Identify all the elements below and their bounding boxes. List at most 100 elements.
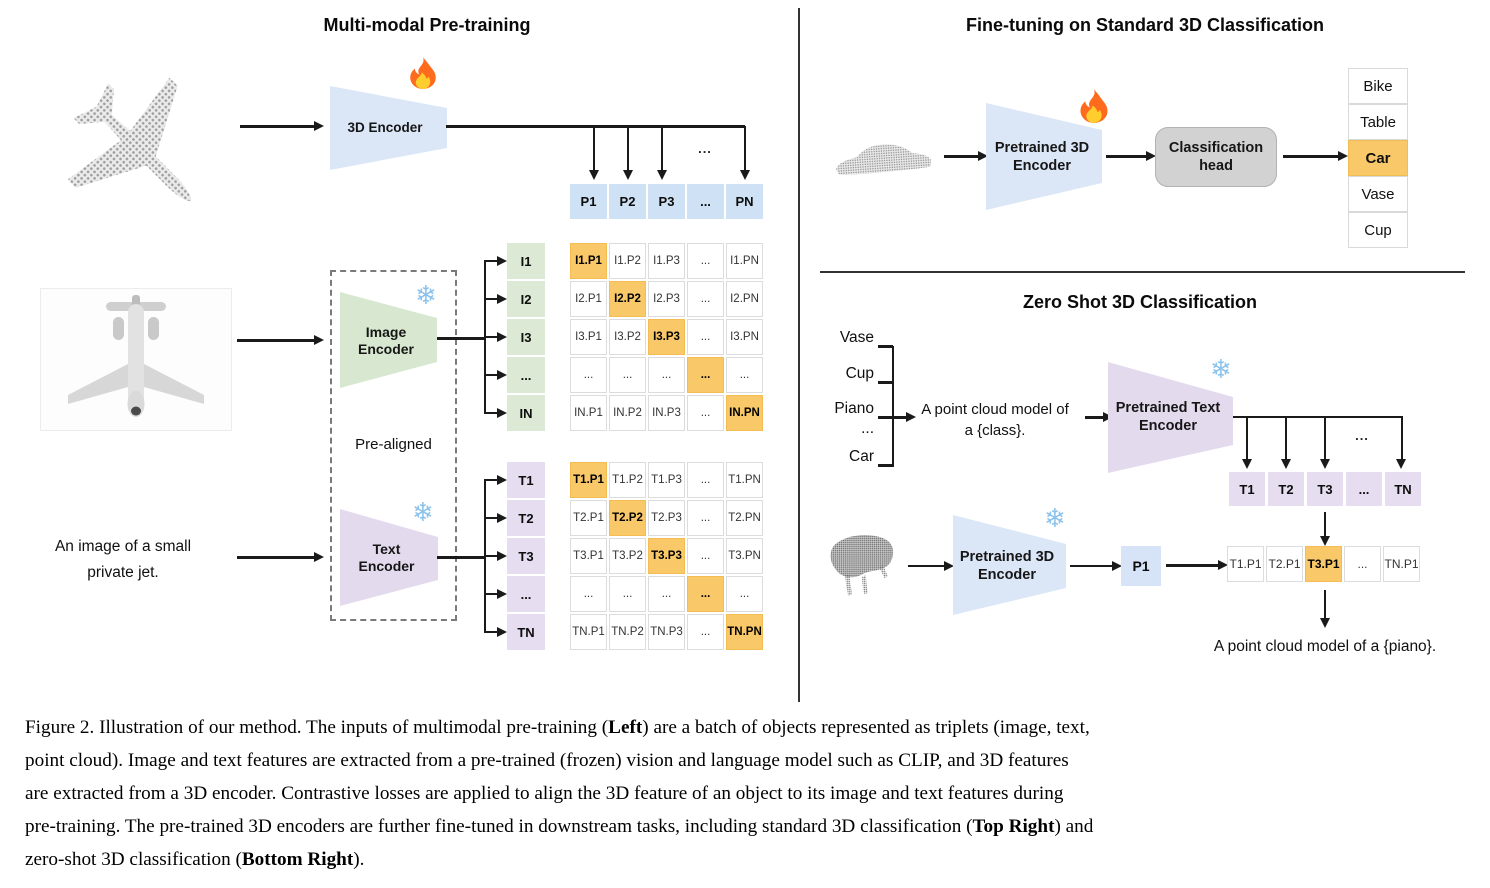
- arrow: [1070, 564, 1112, 568]
- text-similarity-cell: T3.P1: [570, 538, 607, 574]
- image-similarity-cell: I2.P1: [570, 281, 607, 317]
- arrow: [1106, 155, 1146, 158]
- prompt-template-line2: a {class}.: [964, 422, 1026, 439]
- bracket-tick: [878, 345, 893, 348]
- text-feature-column: T1 T2 T3... TN: [507, 462, 545, 650]
- arrowhead: [497, 407, 507, 418]
- similarity-cell-highlighted: T3.P1: [1305, 546, 1342, 582]
- text-feature-row: T1 T2 T3... TN: [1229, 472, 1421, 506]
- p-feature-row: P1 P2 P3... PN: [570, 184, 763, 219]
- connector-line: [485, 554, 497, 558]
- zeroshot-output-text: A point cloud model of a {piano}.: [1213, 638, 1437, 655]
- arrowhead: [497, 512, 507, 523]
- caption-line: pre-training. The pre-trained 3D encoder…: [25, 815, 1094, 837]
- connector-line: [437, 337, 485, 340]
- arrowhead: [944, 560, 954, 571]
- panel-divider-horizontal: [820, 271, 1465, 273]
- text-similarity-cell: ...: [609, 576, 646, 612]
- pretrained-text-encoder-label: Pretrained Text Encoder: [1108, 399, 1228, 435]
- arrowhead: [497, 331, 507, 342]
- airplane-point-cloud: [67, 77, 192, 202]
- text-feature-cell: T3: [1307, 472, 1343, 506]
- 3d-encoder-label: 3D Encoder: [347, 120, 423, 135]
- image-similarity-cell: I3.P2: [609, 319, 646, 355]
- bracket-tick: [878, 464, 893, 467]
- prompt-template-line1: A point cloud model of: [921, 401, 1069, 418]
- input-text-line2: private jet.: [87, 564, 159, 581]
- classification-head-line1: Classification: [1168, 140, 1264, 156]
- connector-line: [1400, 416, 1403, 459]
- arrow: [237, 339, 314, 342]
- image-similarity-cell: IN.P3: [648, 395, 685, 431]
- text-encoder-label-line2: Encoder: [358, 558, 415, 574]
- prompt-class-item: Piano: [834, 400, 874, 417]
- connector-line: [1284, 417, 1288, 459]
- arrowhead: [497, 588, 507, 599]
- image-point-similarity-matrix: I1.P1 I1.P2 I1.P3... I1.PN I2.P1 I2.P2 I2.P3..…: [570, 243, 763, 431]
- prompt-class-item: Vase: [839, 329, 874, 346]
- text-feature-cell: T2: [1268, 472, 1304, 506]
- ellipsis-label: ...: [861, 420, 874, 437]
- arrowhead: [1396, 459, 1407, 469]
- similarity-row: T1.P1 T2.P1 T3.P1... TN.P1: [1227, 546, 1420, 582]
- similarity-cell: TN.P1: [1383, 546, 1420, 582]
- image-similarity-diagonal-cell: I3.P3: [648, 319, 685, 355]
- arrowhead: [1218, 559, 1228, 570]
- text-similarity-cell: T2.P3: [648, 500, 685, 536]
- arrowhead: [588, 170, 599, 180]
- arrowhead: [314, 551, 324, 562]
- image-similarity-cell: IN.P1: [570, 395, 607, 431]
- image-similarity-cell: ...: [687, 319, 724, 355]
- image-feature-cell: ...: [507, 357, 545, 393]
- text-similarity-diagonal-cell: TN.PN: [726, 614, 763, 650]
- text-feature-cell: ...: [507, 576, 545, 612]
- arrowhead: [497, 626, 507, 637]
- connector-line: [660, 126, 664, 170]
- image-similarity-diagonal-cell: I1.P1: [570, 243, 607, 279]
- p-feature-cell: P2: [609, 184, 646, 219]
- text-similarity-cell: TN.P1: [570, 614, 607, 650]
- image-similarity-cell: I2.PN: [726, 281, 763, 317]
- connector-line: [592, 126, 596, 170]
- text-similarity-cell: ...: [726, 576, 763, 612]
- text-feature-cell: T2: [507, 500, 545, 536]
- connector-line: [485, 592, 497, 596]
- arrow: [240, 125, 314, 128]
- zeroshot-pretrained-3d-encoder-trapezoid: [953, 515, 1066, 615]
- bracket-line: [891, 346, 895, 467]
- arrowhead: [1112, 560, 1122, 571]
- text-similarity-cell: T1.P2: [609, 462, 646, 498]
- image-similarity-cell: ...: [726, 357, 763, 393]
- input-text-line1: An image of a small: [54, 538, 192, 555]
- text-similarity-cell: T1.P3: [648, 462, 685, 498]
- text-similarity-cell: T1.PN: [726, 462, 763, 498]
- fire-icon: [410, 57, 436, 89]
- connector-line: [743, 126, 747, 170]
- text-feature-cell: ...: [1346, 472, 1382, 506]
- similarity-cell: T2.P1: [1266, 546, 1303, 582]
- zeroshot-pretrained-3d-encoder-label-line2: Encoder: [977, 567, 1036, 583]
- pretrained-text-encoder-label-line1: Pretrained Text: [1115, 400, 1221, 416]
- image-similarity-cell: ...: [687, 395, 724, 431]
- input-text-caption: An image of a small private jet.: [28, 534, 218, 586]
- image-feature-cell: I2: [507, 281, 545, 317]
- image-similarity-diagonal-cell: ...: [687, 357, 724, 393]
- classification-head-line2: head: [1199, 158, 1233, 174]
- text-similarity-cell: T2.P1: [570, 500, 607, 536]
- text-similarity-cell: T3.P2: [609, 538, 646, 574]
- text-encoder-label-line1: Text: [372, 541, 401, 557]
- text-similarity-cell: ...: [687, 538, 724, 574]
- class-logit-cell: Bike: [1348, 68, 1408, 104]
- text-similarity-diagonal-cell: T2.P2: [609, 500, 646, 536]
- arrowhead: [497, 550, 507, 561]
- pretrained-3d-encoder-label: Pretrained 3D Encoder: [986, 139, 1098, 175]
- pretrained-text-encoder-label-line2: Encoder: [1138, 418, 1197, 434]
- p-feature-cell: P1: [570, 184, 607, 219]
- connector-line: [1245, 417, 1249, 459]
- class-logit-cell: Table: [1348, 104, 1408, 140]
- pre-aligned-box: [330, 270, 457, 621]
- class-logit-cell: Cup: [1348, 212, 1408, 248]
- arrowhead: [314, 120, 324, 131]
- classification-head-box: Classification head: [1155, 127, 1277, 187]
